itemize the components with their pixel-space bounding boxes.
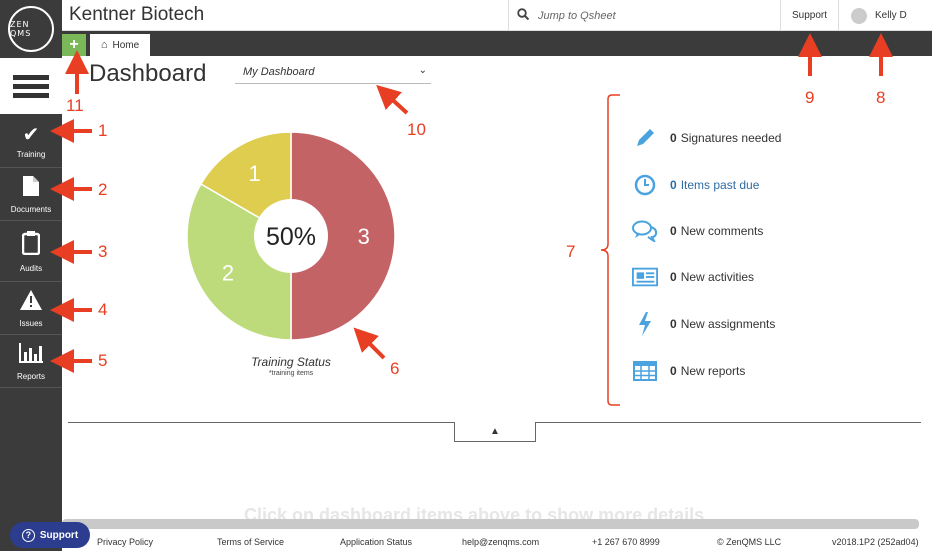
annotation-label: 4 — [98, 300, 108, 319]
clock-icon — [632, 174, 658, 196]
help-icon: ? — [21, 528, 35, 542]
sidebar-item-label: Issues — [19, 318, 43, 328]
stat-count: 0 — [670, 131, 677, 145]
search-input[interactable]: Jump to Qsheet — [508, 0, 780, 31]
annotation-label: 7 — [566, 242, 576, 261]
user-name: Kelly D — [875, 10, 907, 21]
annotation-label: 10 — [407, 120, 426, 139]
pie-slice-label: 1 — [248, 161, 260, 186]
annotation-label: 5 — [98, 351, 108, 370]
dashboard-select-value: My Dashboard — [243, 66, 315, 78]
chart-title: Training Status — [251, 355, 331, 369]
stat-count: 0 — [670, 364, 677, 378]
sidebar-item-issues[interactable]: Issues — [0, 283, 62, 335]
center-percentage: 50% — [266, 223, 316, 251]
table-icon — [632, 360, 658, 382]
stat-label: New reports — [680, 364, 746, 378]
stat-label: New assignments — [680, 317, 776, 331]
stat-count: 0 — [670, 178, 677, 192]
chart-subtitle: *training items — [268, 370, 314, 377]
tab-label: Home — [112, 39, 140, 51]
search-icon — [517, 8, 530, 23]
annotation-label: 11 — [66, 96, 84, 115]
pencil-icon — [632, 127, 658, 149]
horizontal-scrollbar[interactable] — [62, 519, 919, 529]
stat-new-assignments[interactable]: 0 New assignments — [632, 311, 775, 337]
stat-label: Items past due — [680, 178, 760, 192]
dashboard-select[interactable]: My Dashboard ⌄ — [235, 62, 431, 84]
version: v2018.1P2 (252ad04) — [832, 537, 919, 547]
user-menu[interactable]: Kelly D — [838, 0, 932, 31]
warning-icon — [20, 289, 42, 315]
support-button[interactable]: ? Support — [10, 522, 90, 548]
privacy-link[interactable]: Privacy Policy — [97, 537, 154, 547]
clipboard-icon — [21, 230, 41, 260]
terms-link[interactable]: Terms of Service — [217, 537, 285, 547]
stat-items-past-due[interactable]: 0 Items past due — [632, 172, 759, 198]
status-link[interactable]: Application Status — [340, 537, 413, 547]
training-status-chart[interactable]: 3 2 1 50% — [186, 131, 396, 341]
company-name: Kentner Biotech — [69, 4, 205, 25]
collapse-button[interactable]: ▲ — [454, 422, 536, 442]
menu-toggle-button[interactable] — [0, 58, 62, 114]
stat-label: Signatures needed — [680, 131, 782, 145]
avatar — [851, 7, 867, 24]
email-link[interactable]: help@zenqms.com — [462, 537, 540, 547]
comments-icon — [632, 220, 658, 242]
menu-icon — [13, 71, 49, 102]
annotation-label: 8 — [876, 88, 886, 107]
tab-home[interactable]: ⌂ Home — [90, 34, 150, 56]
tab-bar: + ⌂ Home — [62, 31, 932, 56]
annotation-label: 9 — [805, 88, 815, 107]
stat-label: New comments — [680, 224, 764, 238]
support-button-label: Support — [39, 529, 79, 541]
search-placeholder: Jump to Qsheet — [538, 9, 616, 22]
pie-slice[interactable] — [290, 131, 396, 341]
annotation-label: 6 — [390, 359, 400, 378]
top-bar: Kentner Biotech Jump to Qsheet Support K… — [62, 0, 932, 31]
support-link[interactable]: Support — [780, 0, 838, 31]
stat-new-comments[interactable]: 0 New comments — [632, 218, 763, 244]
stat-new-reports[interactable]: 0 New reports — [632, 358, 745, 384]
sidebar-item-label: Documents — [10, 204, 52, 214]
copyright: © ZenQMS LLC — [717, 537, 782, 547]
footer: Privacy Policy Terms of Service Applicat… — [62, 531, 932, 551]
pie-slice-label: 3 — [358, 224, 370, 249]
stat-count: 0 — [670, 270, 677, 284]
logo[interactable]: ZEN QMS — [0, 0, 62, 58]
sidebar-item-label: Reports — [16, 371, 45, 381]
bar-chart-icon — [19, 342, 43, 368]
stat-signatures-needed[interactable]: 0 Signatures needed — [632, 125, 781, 151]
annotation-label: 2 — [98, 180, 108, 199]
stat-count: 0 — [670, 224, 677, 238]
stat-count: 0 — [670, 317, 677, 331]
stats-bracket — [600, 94, 620, 406]
document-icon — [23, 175, 39, 201]
sidebar-item-label: Training — [16, 150, 46, 159]
activities-icon — [632, 266, 658, 288]
stat-new-activities[interactable]: 0 New activities — [632, 264, 754, 290]
lightning-icon — [632, 312, 658, 336]
pie-slice-label: 2 — [222, 260, 234, 285]
chevron-up-icon: ▲ — [490, 426, 500, 437]
annotation-label: 1 — [98, 121, 108, 140]
page-title: Dashboard — [89, 60, 207, 87]
annotation-label: 3 — [98, 242, 108, 261]
chevron-down-icon: ⌄ — [418, 65, 427, 76]
donut-hole — [254, 199, 328, 273]
phone-number: +1 267 670 8999 — [592, 537, 660, 547]
logo-mark: ZEN QMS — [8, 6, 54, 52]
check-icon: ✔ — [22, 124, 40, 146]
sidebar-item-label: Audits — [19, 263, 43, 273]
home-icon: ⌂ — [100, 39, 108, 51]
stat-label: New activities — [680, 270, 755, 284]
